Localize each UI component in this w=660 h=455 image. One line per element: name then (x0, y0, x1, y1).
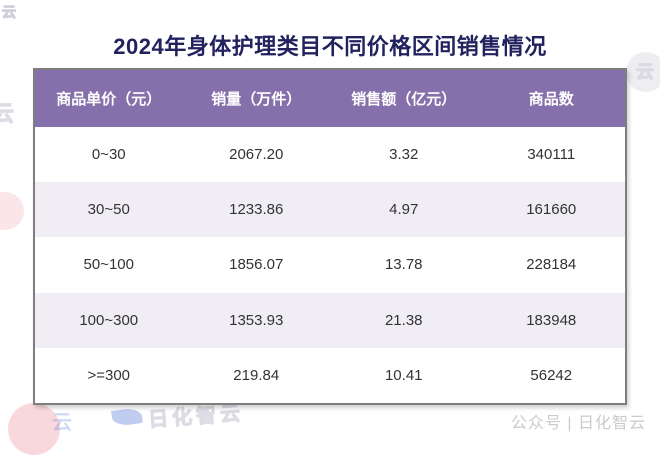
cell-sales-amount: 3.32 (389, 146, 419, 164)
footer-brand-credit: 公众号 | 日化智云 (510, 415, 646, 432)
column-header-sales-amount: 销售额（亿元） (351, 91, 457, 108)
cell-price-range: >=300 (87, 366, 131, 384)
cell-sales-amount: 4.97 (389, 201, 419, 219)
cell-sales-amount: 13.78 (384, 256, 423, 274)
cell-product-count: 56242 (530, 366, 573, 384)
cell-product-count: 340111 (527, 146, 576, 164)
table-row: 30~50 1233.86 4.97 161660 (35, 182, 625, 238)
cell-price-range: 0~30 (91, 146, 126, 164)
column-header-sales-volume: 销量（万件） (211, 91, 302, 108)
brand-logo-watermark-bottom-left (8, 403, 60, 455)
cell-sales-volume: 1233.86 (229, 201, 284, 219)
brand-watermark-left: 云 (0, 101, 19, 127)
table-row: 50~100 1856.07 13.78 228184 (35, 237, 625, 293)
table-row: >=300 219.84 10.41 56242 (35, 347, 625, 403)
table-row: 0~30 2067.20 3.32 340111 (35, 127, 625, 183)
brand-dot-watermark-left (0, 192, 24, 230)
brand-swoosh-icon (111, 406, 143, 428)
cell-sales-volume: 2067.20 (229, 146, 284, 164)
brand-watermark-top-right: 云 (636, 62, 658, 83)
cell-sales-amount: 10.41 (384, 366, 423, 384)
cell-sales-amount: 21.38 (384, 311, 423, 329)
cell-sales-volume: 1856.07 (229, 256, 284, 274)
table-header-row: 商品单价（元） 销量（万件） 销售额（亿元） 商品数 (35, 70, 625, 127)
cell-product-count: 228184 (526, 256, 577, 274)
column-header-unit-price: 商品单价（元） (56, 91, 162, 108)
cell-price-range: 30~50 (87, 201, 130, 219)
table-row: 100~300 1353.93 21.38 183948 (35, 292, 625, 348)
column-header-product-count: 商品数 (528, 91, 574, 108)
cell-product-count: 161660 (526, 201, 577, 219)
brand-watermark-bottom-left-text: 云 (52, 412, 78, 434)
brand-watermark-top-left: 云 (2, 4, 20, 21)
cell-price-range: 100~300 (79, 311, 139, 329)
cell-product-count: 183948 (526, 311, 577, 329)
cell-price-range: 50~100 (83, 256, 134, 274)
cell-sales-volume: 1353.93 (229, 311, 284, 329)
sales-table: 商品单价（元） 销量（万件） 销售额（亿元） 商品数 0~30 2067.20 … (33, 68, 627, 405)
cell-sales-volume: 219.84 (233, 366, 280, 384)
page-title: 2024年身体护理类目不同价格区间销售情况 (113, 33, 547, 59)
